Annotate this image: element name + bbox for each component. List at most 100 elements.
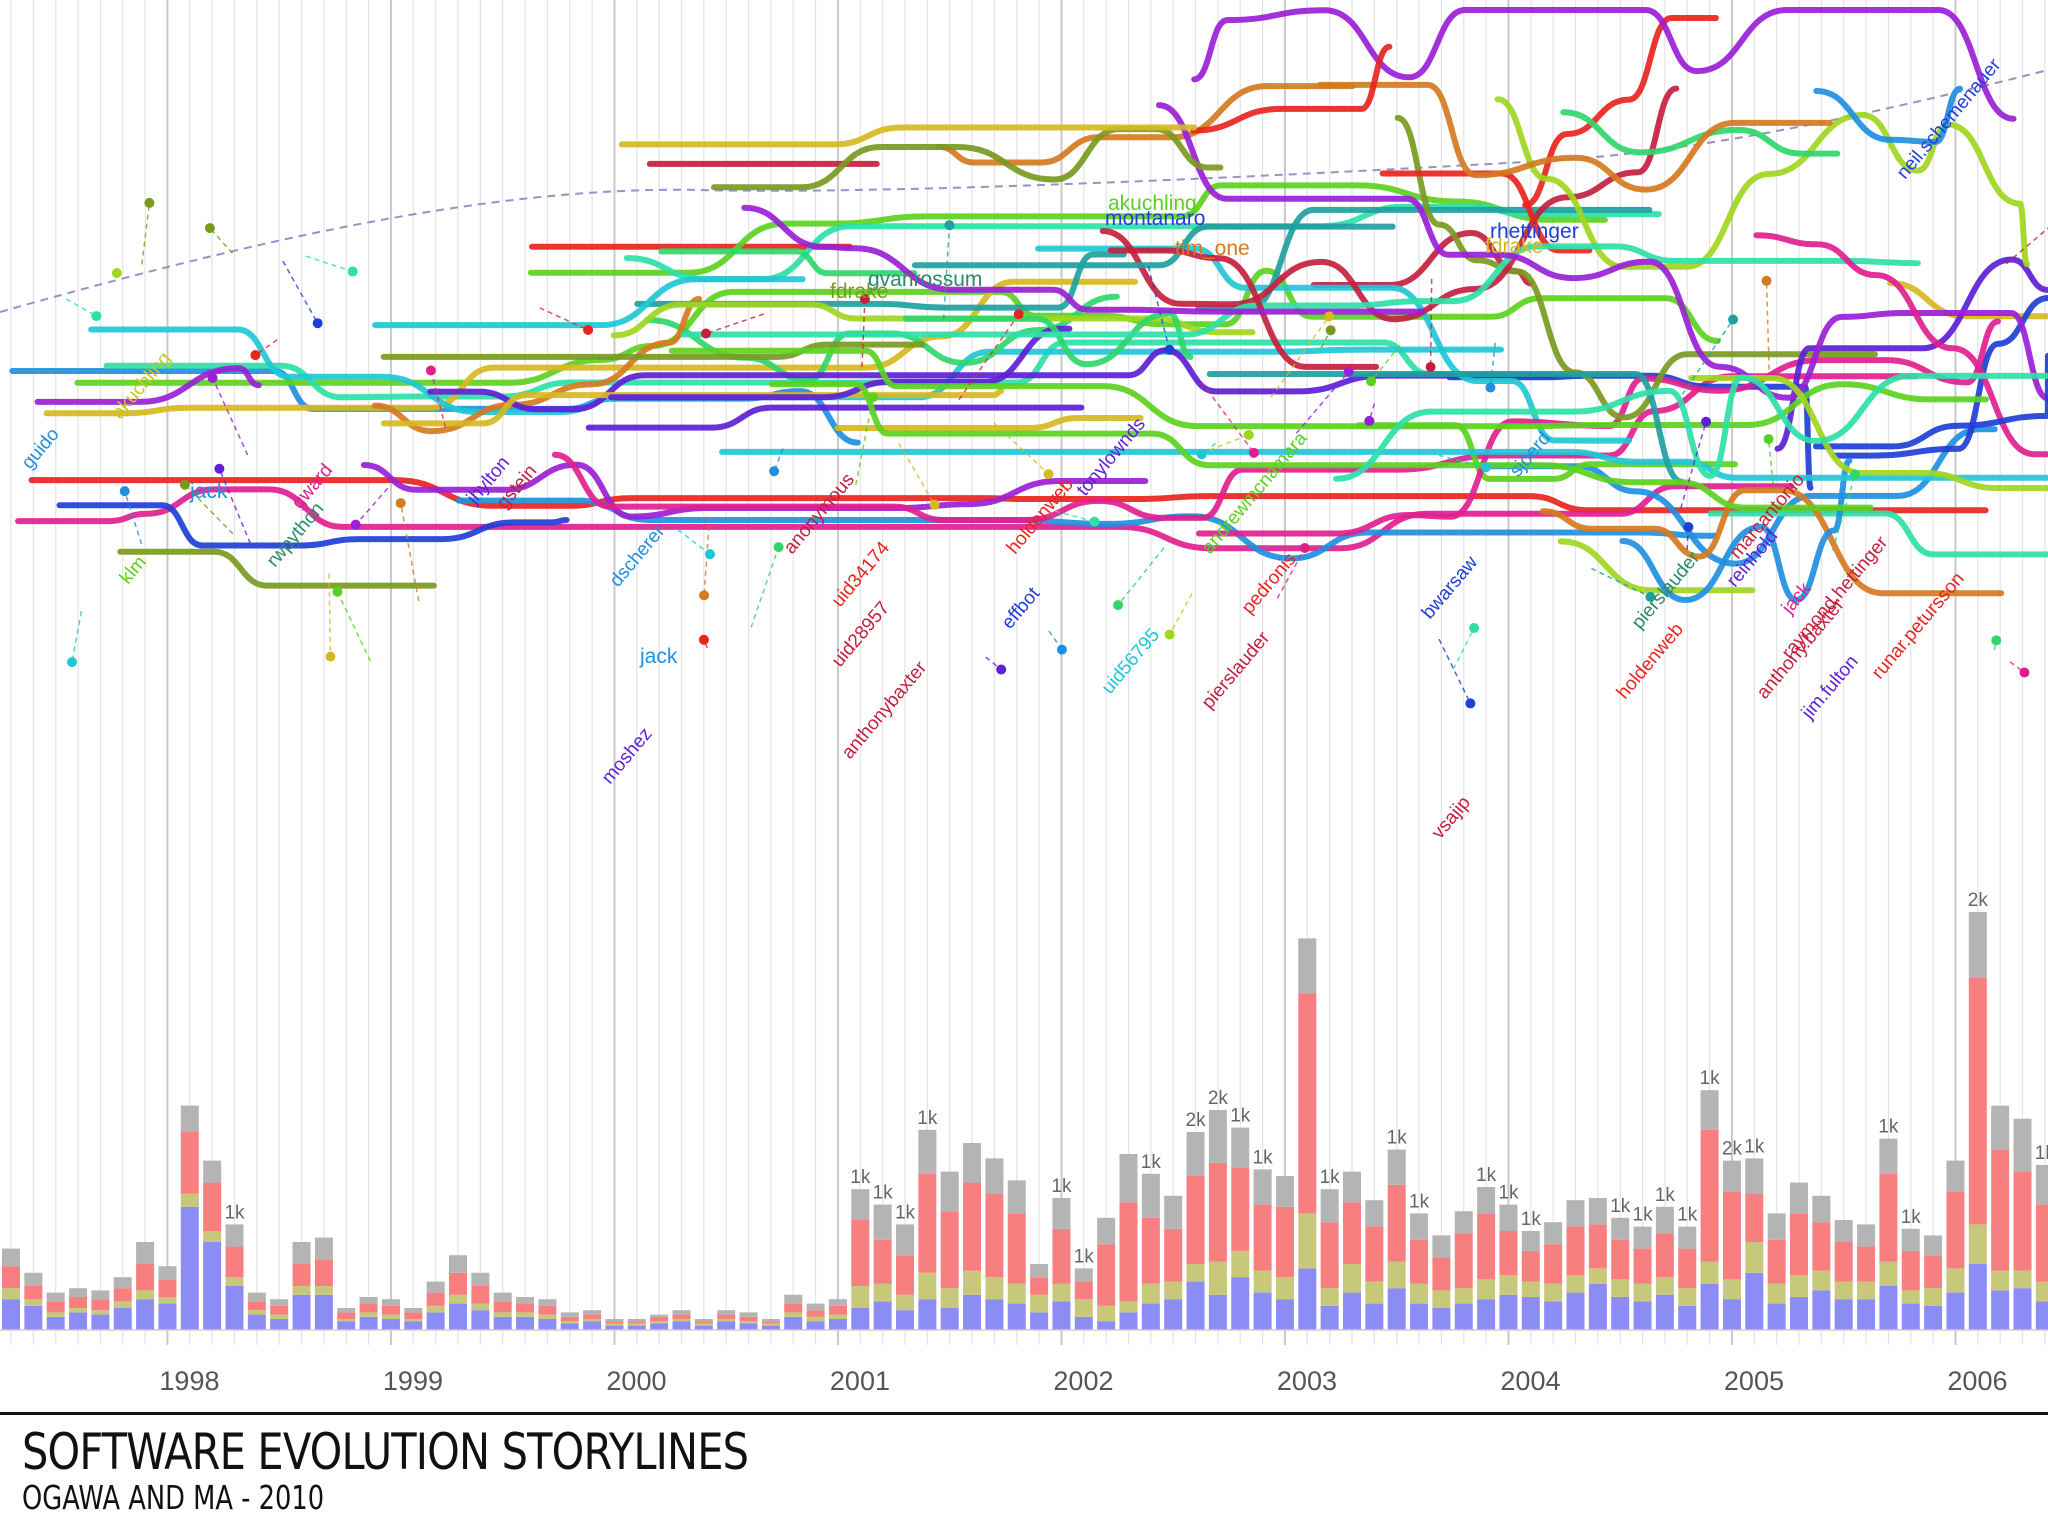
bar-segment bbox=[136, 1299, 155, 1330]
bar-segment bbox=[1566, 1292, 1585, 1330]
bar-segment bbox=[516, 1312, 535, 1317]
bar-segment bbox=[828, 1299, 847, 1306]
bar-segment bbox=[247, 1314, 266, 1330]
event-dot bbox=[698, 634, 709, 645]
bar-segment bbox=[314, 1286, 333, 1295]
bar-data-label: 1k bbox=[1521, 1209, 1542, 1230]
bar-segment bbox=[2035, 1204, 2048, 1282]
bar-segment bbox=[24, 1305, 43, 1330]
bar-segment bbox=[493, 1301, 512, 1313]
bar-segment bbox=[1700, 1090, 1719, 1130]
bar-segment bbox=[1365, 1303, 1384, 1330]
bar-segment bbox=[1030, 1294, 1049, 1313]
storyline bbox=[1156, 102, 2048, 402]
bar-segment bbox=[1655, 1277, 1674, 1295]
x-tick-label: 2005 bbox=[1724, 1366, 1784, 1396]
bar-segment bbox=[449, 1255, 467, 1273]
bar-segment bbox=[1298, 1213, 1317, 1269]
bar-data-label: 1k bbox=[1633, 1205, 1654, 1226]
bar-segment bbox=[359, 1303, 378, 1313]
event-dot bbox=[1364, 415, 1375, 426]
storyline bbox=[1481, 426, 1998, 567]
bar-segment bbox=[918, 1299, 937, 1330]
connector bbox=[124, 490, 143, 545]
bar-segment bbox=[1566, 1226, 1585, 1275]
storyline bbox=[527, 182, 1608, 276]
bar-segment bbox=[2013, 1288, 2032, 1330]
bar-segment bbox=[627, 1321, 646, 1324]
bar-segment bbox=[449, 1303, 467, 1330]
bar-segment bbox=[1387, 1149, 1406, 1185]
bar-segment bbox=[1477, 1279, 1496, 1300]
storyline bbox=[1560, 109, 1841, 157]
x-tick-label: 2004 bbox=[1500, 1366, 1560, 1396]
connector bbox=[1320, 329, 1332, 349]
bar-segment bbox=[1588, 1268, 1607, 1284]
bar-segment bbox=[426, 1281, 445, 1293]
caption: SOFTWARE EVOLUTION STORYLINES OGAWA AND … bbox=[22, 1424, 897, 1516]
event-dot bbox=[332, 586, 343, 597]
event-dot bbox=[929, 499, 940, 510]
bar-segment bbox=[180, 1206, 199, 1330]
bar-segment bbox=[806, 1321, 825, 1330]
connector bbox=[1489, 342, 1496, 388]
bar-segment bbox=[1141, 1173, 1160, 1218]
event-dot bbox=[773, 542, 784, 553]
bar-segment bbox=[1566, 1200, 1585, 1227]
bar-segment bbox=[1745, 1242, 1764, 1273]
event-dot bbox=[769, 466, 780, 477]
footer-rule bbox=[0, 1412, 2048, 1415]
bar-segment bbox=[694, 1319, 713, 1322]
bar-segment bbox=[1186, 1264, 1205, 1282]
connector bbox=[1680, 421, 1707, 509]
bar-segment bbox=[560, 1312, 579, 1317]
bar-segment bbox=[1343, 1264, 1361, 1293]
storyline bbox=[1557, 538, 1756, 594]
caption-subtitle: OGAWA AND MA - 2010 bbox=[22, 1478, 325, 1517]
bar-data-label: 1k bbox=[1700, 1068, 1721, 1089]
actor-label: moshez bbox=[598, 724, 657, 788]
bar-segment bbox=[1991, 1270, 2010, 1291]
bar-segment bbox=[1857, 1299, 1876, 1330]
actor-label: pedronis bbox=[1238, 549, 1301, 618]
bar-segment bbox=[471, 1303, 490, 1311]
bar-segment bbox=[91, 1299, 110, 1311]
bar-segment bbox=[426, 1292, 445, 1306]
bar-segment bbox=[672, 1314, 691, 1319]
bar-segment bbox=[1611, 1217, 1630, 1240]
connector bbox=[209, 227, 234, 254]
bar-segment bbox=[359, 1316, 378, 1330]
bar-segment bbox=[1924, 1235, 1943, 1256]
bar-segment bbox=[1588, 1283, 1607, 1330]
bar-segment bbox=[538, 1305, 557, 1315]
bar-segment bbox=[158, 1303, 177, 1330]
bar-segment bbox=[1745, 1158, 1764, 1194]
bar-segment bbox=[270, 1305, 289, 1315]
bar-segment bbox=[985, 1193, 1004, 1278]
x-tick-label: 2003 bbox=[1277, 1366, 1337, 1396]
connector bbox=[1201, 381, 1255, 454]
bar-segment bbox=[180, 1105, 199, 1132]
chart-canvas: jackjackgvanrossumfdrakeakuchlingmontana… bbox=[0, 0, 2048, 1396]
event-dot bbox=[1013, 309, 1024, 320]
bar-segment bbox=[1454, 1303, 1473, 1330]
event-dot bbox=[1469, 623, 1480, 634]
bar-segment bbox=[1432, 1235, 1451, 1258]
bar-segment bbox=[1946, 1160, 1965, 1192]
bar-segment bbox=[1968, 1264, 1987, 1330]
event-dot bbox=[1324, 311, 1335, 322]
event-dot bbox=[119, 486, 130, 497]
storyline bbox=[741, 204, 1426, 315]
bar-segment bbox=[1611, 1279, 1630, 1297]
bar-segment bbox=[1499, 1231, 1518, 1275]
session-envelope bbox=[0, 69, 2048, 313]
event-dot bbox=[1089, 516, 1100, 527]
storyline bbox=[1522, 15, 1719, 209]
event-dot bbox=[1325, 325, 1336, 336]
storyline-plot: jackjackgvanrossumfdrakeakuchlingmontana… bbox=[0, 6, 2048, 843]
actor-label: holdenweb bbox=[1003, 474, 1078, 558]
bar-segment bbox=[694, 1321, 713, 1324]
storyline bbox=[680, 243, 1921, 338]
bar-segment bbox=[1633, 1283, 1652, 1302]
